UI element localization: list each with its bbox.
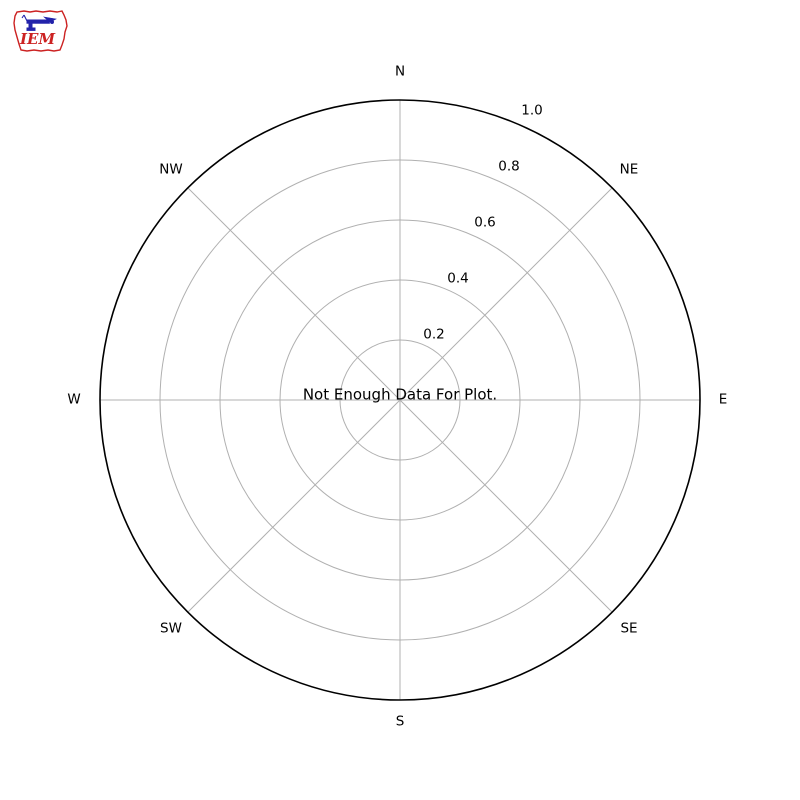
no-data-message: Not Enough Data For Plot. [302, 385, 498, 404]
direction-label-se: SE [620, 620, 638, 637]
radial-tick-label-0.2: 0.2 [423, 326, 445, 343]
direction-label-ne: NE [619, 161, 639, 178]
iowa-outline-icon [13, 10, 68, 52]
iem-logo: IEM [10, 6, 72, 56]
iem-logo-text: IEM [19, 30, 55, 48]
angular-gridlines [100, 100, 700, 700]
radial-tick-label-1.0: 1.0 [521, 102, 543, 119]
spoke-nw-se [187, 187, 613, 613]
direction-label-n: N [394, 63, 406, 80]
radial-tick-label-0.8: 0.8 [498, 158, 520, 175]
direction-label-s: S [395, 713, 405, 730]
radial-tick-label-0.6: 0.6 [474, 214, 496, 231]
direction-label-sw: SW [160, 620, 182, 637]
outer-ring [99, 99, 701, 701]
direction-label-e: E [718, 391, 728, 408]
iem-logo-svg: IEM [13, 10, 68, 52]
direction-label-nw: NW [159, 161, 183, 178]
weather-station-icon [21, 14, 57, 31]
radial-tick-label-0.4: 0.4 [447, 270, 469, 287]
direction-label-w: W [67, 391, 81, 408]
